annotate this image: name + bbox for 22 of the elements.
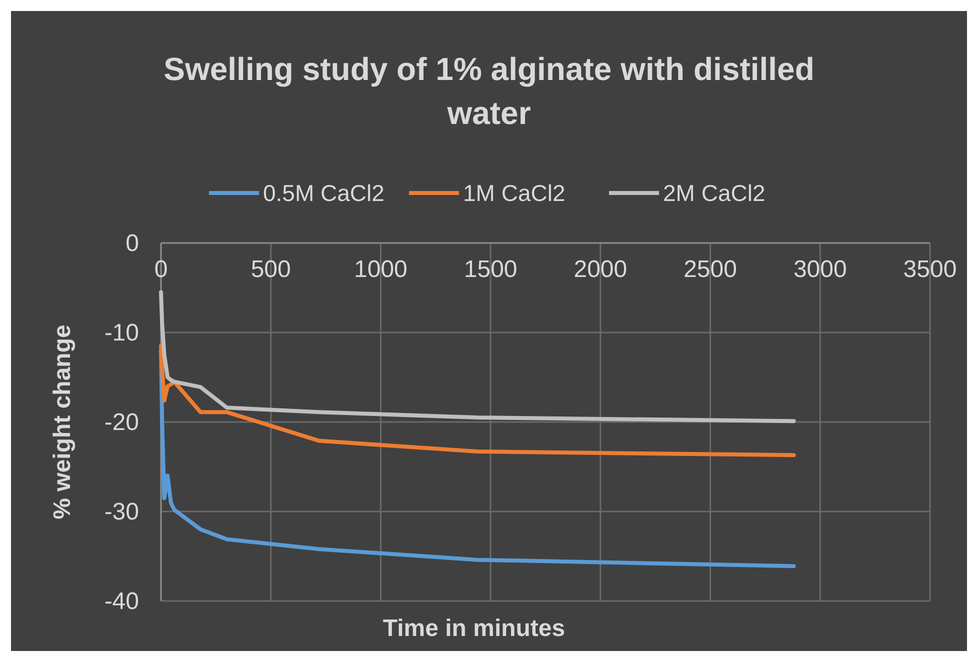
- y-tick-label: -20: [104, 409, 139, 436]
- x-axis-title: Time in minutes: [382, 615, 566, 642]
- x-tick-label: 3000: [793, 256, 847, 283]
- legend-label: 1M CaCl2: [463, 180, 566, 206]
- y-axis-title: % weight change: [49, 324, 76, 520]
- y-tick-label: -10: [104, 320, 139, 346]
- x-tick-label: 3500: [903, 256, 957, 283]
- x-tick-label: 2500: [684, 256, 737, 283]
- y-tick-label: 0: [126, 230, 139, 257]
- x-tick-label: 500: [250, 256, 291, 283]
- legend-label: 2M CaCl2: [663, 180, 766, 206]
- x-tick-label: 2000: [574, 256, 628, 283]
- line-series: [159, 348, 796, 568]
- y-tick-label: -40: [104, 588, 139, 615]
- x-tick-label: 1000: [354, 256, 408, 283]
- legend-label: 0.5M CaCl2: [263, 180, 384, 206]
- y-tick-label: -30: [104, 498, 139, 526]
- line-series: [159, 344, 796, 458]
- x-tick-label: 0: [154, 256, 168, 283]
- x-tick-label: 1500: [464, 256, 518, 283]
- chart-title: Swelling study of 1% alginate with distilled water: [164, 51, 814, 131]
- line-series: [159, 290, 796, 424]
